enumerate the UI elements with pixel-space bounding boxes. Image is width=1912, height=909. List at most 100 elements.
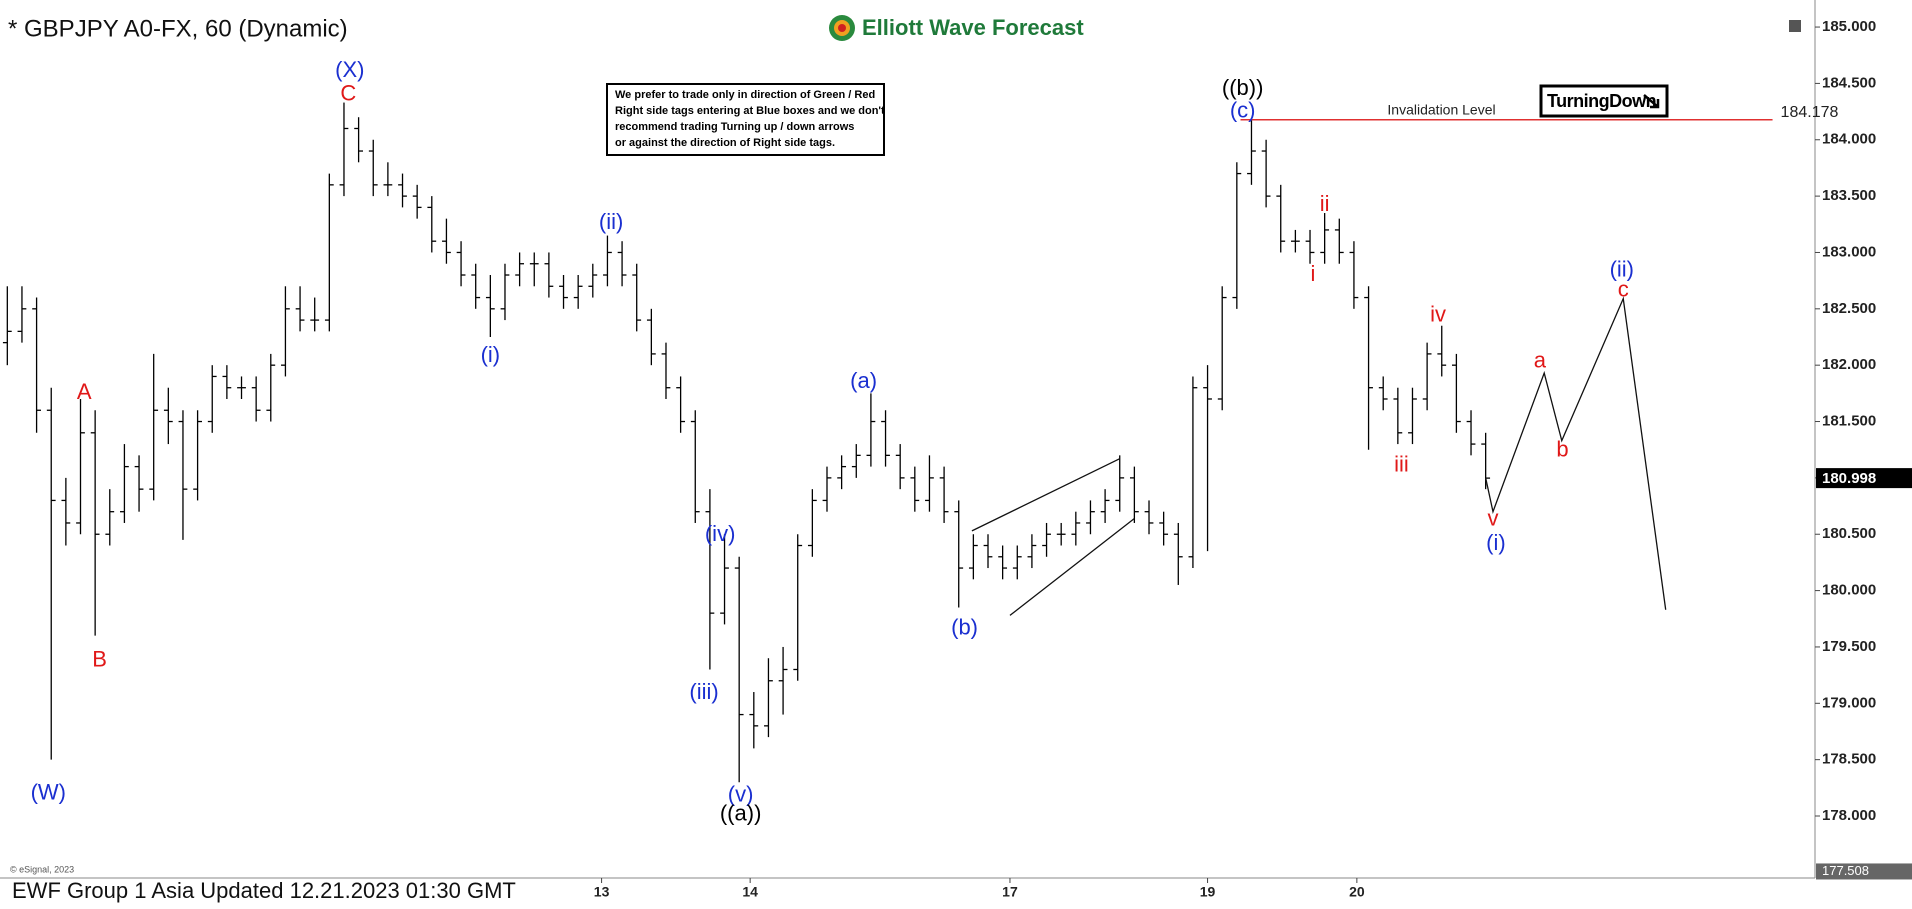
y-tick-label: 182.000 [1822,356,1876,373]
ohlc-bar [559,275,568,309]
logo-icon [838,24,846,32]
trendline [1009,517,1135,616]
axis-low-label: 177.508 [1822,863,1869,878]
wave-label: ((a)) [720,801,762,826]
wave-label: (i) [481,342,501,367]
wave-label: ii [1320,191,1330,216]
ohlc-bar [1261,139,1271,208]
ohlc-bar [764,658,773,738]
ohlc-bar [1115,455,1125,512]
badge-arrow [1643,94,1660,109]
ohlc-bar [749,692,759,749]
ohlc-bar [90,410,100,636]
ohlc-bar [1071,511,1081,546]
ohlc-bar [354,117,363,163]
projection-line [1485,296,1667,610]
ohlc-bar [61,477,71,546]
ohlc-bar [529,252,539,287]
note-box [606,83,885,156]
invalidation-value: 184.178 [1781,104,1839,121]
copyright: © eSignal, 2023 [10,864,74,874]
ohlc-bar [471,263,481,309]
x-tick-label: 17 [1002,884,1018,900]
ohlc-bar [1276,184,1286,253]
ohlc-bar [295,286,305,332]
ohlc-bar [1129,466,1139,523]
ohlc-bar [134,455,144,512]
ohlc-bar [442,218,451,264]
ohlc-bar [954,500,964,608]
ohlc-bar [1056,522,1066,546]
ohlc-bar [76,398,85,535]
ohlc-bar [573,275,583,309]
ohlc-bar [1217,286,1227,411]
wave-label: A [77,379,92,404]
wave-label: (iv) [705,521,736,546]
ohlc-bar [1422,342,1432,411]
ohlc-bar [2,286,12,366]
wave-label: iii [1394,451,1409,476]
ohlc-bar [1247,119,1256,185]
badge-text: TurningDown [1547,91,1656,111]
ohlc-bar [324,173,334,332]
window-icon[interactable] [1789,20,1801,32]
x-tick-label: 14 [742,884,758,900]
ohlc-bar [705,489,715,670]
ohlc-bar [339,102,349,197]
ohlc-bar [1378,376,1388,411]
wave-label: iv [1430,301,1446,326]
ohlc-bar [266,353,276,422]
ohlc-bar [939,466,949,523]
ohlc-bar [1320,213,1330,264]
y-tick-label: 183.000 [1822,243,1876,260]
ohlc-bar [676,376,686,433]
wave-label: ((b)) [1222,75,1264,100]
trendline [971,458,1121,532]
ohlc-bar [1086,500,1095,535]
ohlc-bar [178,410,188,540]
ohlc-bar [281,286,290,377]
ohlc-bar [793,534,803,681]
ohlc-bar [46,387,56,760]
y-tick-label: 180.000 [1822,582,1876,599]
ohlc-bar [544,252,554,298]
y-tick-label: 178.000 [1822,807,1876,824]
ohlc-bar [851,444,861,478]
wave-label: (a) [850,368,877,393]
note-line: We prefer to trade only in direction of … [615,89,875,101]
ohlc-bar [720,534,729,625]
ohlc-bar [1144,500,1154,535]
ohlc-bar [1203,365,1212,552]
ohlc-bar [1159,511,1169,546]
y-tick-label: 179.500 [1822,638,1876,655]
wave-label: (ii) [599,209,623,234]
ohlc-bar [646,308,656,366]
last-price-box [1816,468,1912,489]
ohlc-bar [163,387,173,445]
ohlc-bar [968,534,978,580]
note-line: or against the direction of Right side t… [615,137,835,149]
ohlc-bar [661,342,671,399]
footer: EWF Group 1 Asia Updated 12.21.2023 01:3… [12,878,516,903]
wave-label: (i) [1486,530,1506,555]
ohlc-bar [485,275,495,337]
ohlc-bar [310,297,320,332]
ohlc-bar [149,353,159,501]
ohlc-bar [1012,545,1022,580]
wave-label: (iii) [689,679,718,704]
note-line: recommend trading Turning up / down arro… [615,121,854,133]
note-line: Right side tags entering at Blue boxes a… [615,105,885,117]
ohlc-bar [1290,229,1300,253]
last-price-label: 180.998 [1822,470,1876,487]
y-tick-label: 183.500 [1822,187,1876,204]
ohlc-bar [778,646,788,715]
ohlc-bar [1042,522,1051,557]
ohlc-bar [881,410,890,467]
wave-label: C [340,80,356,105]
y-tick-label: 180.500 [1822,525,1876,542]
ohlc-bar [1100,489,1110,523]
ohlc-bar [822,466,832,512]
ohlc-bar [193,410,202,501]
ohlc-bar [1364,286,1373,450]
wave-label: v [1487,505,1498,530]
